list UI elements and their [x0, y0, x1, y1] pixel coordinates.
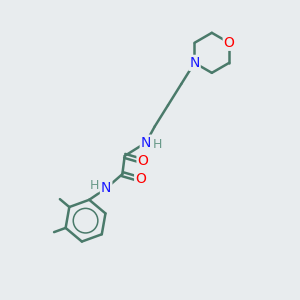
- Text: O: O: [137, 154, 148, 168]
- Text: N: N: [189, 56, 200, 70]
- Text: N: N: [101, 181, 111, 195]
- Text: H: H: [90, 179, 99, 192]
- Text: O: O: [224, 36, 235, 50]
- Text: O: O: [135, 172, 146, 186]
- Text: N: N: [141, 136, 151, 150]
- Text: H: H: [152, 139, 162, 152]
